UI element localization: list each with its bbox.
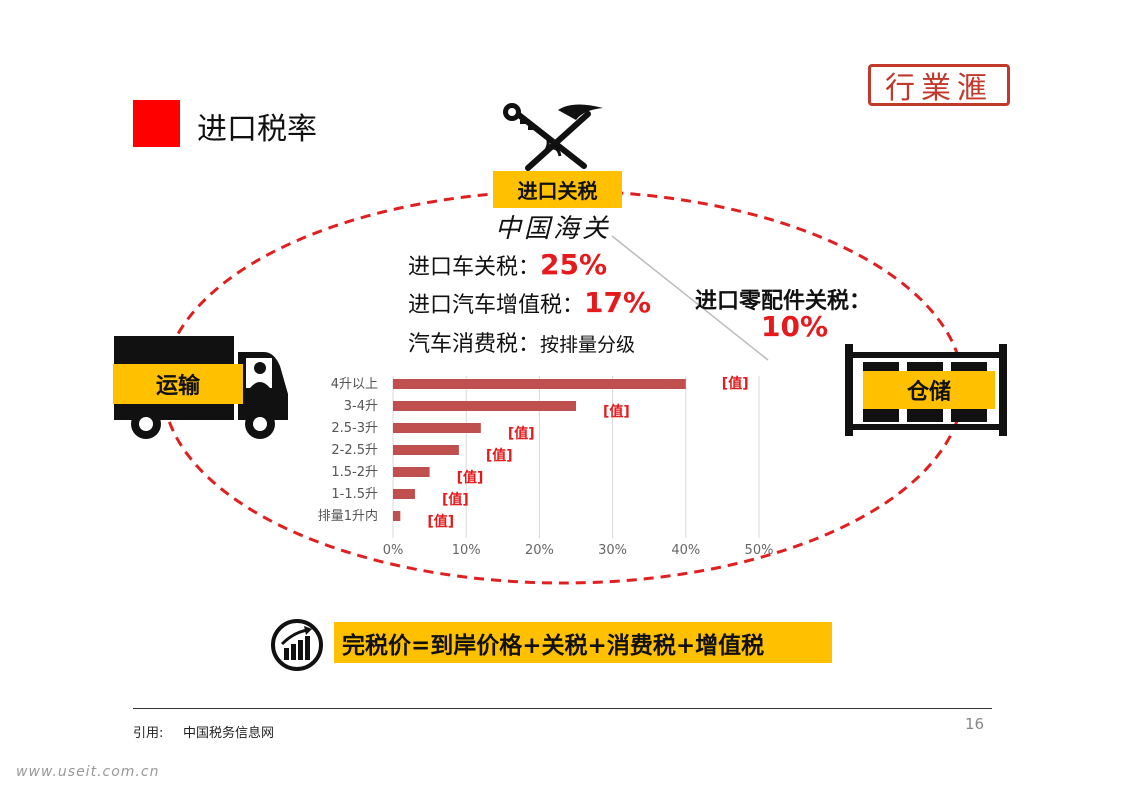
- connector-line: [611, 235, 769, 361]
- page-title: 进口税率: [197, 112, 317, 147]
- citation-label: 引用:: [133, 726, 164, 741]
- watermark: www.useit.com.cn: [16, 764, 160, 780]
- x-tick-label: 40%: [671, 543, 700, 558]
- rate-label: 进口汽车增值税：: [408, 293, 585, 318]
- data-label: [值]: [508, 425, 535, 442]
- transport-label: 运输: [113, 364, 243, 404]
- rate-value: 25%: [540, 248, 608, 281]
- bar: [393, 445, 459, 455]
- x-tick-label: 30%: [598, 543, 627, 558]
- title-marker: [133, 100, 180, 147]
- rate-import-vat: 进口汽车增值税：17%: [408, 286, 651, 319]
- bar: [393, 489, 415, 499]
- customs-subtitle: 中国海关: [495, 214, 612, 244]
- rate-value: 按排量分级: [540, 334, 636, 356]
- displacement-bar-chart: 0% 10% 20% 30% 40% 50% 4升以上 [值] 3-4升 [值] 2.5-3升 [值]…: [318, 375, 774, 558]
- growth-chart-icon: [271, 619, 323, 671]
- rate-value: 17%: [584, 286, 652, 319]
- storage-label: 仓储: [863, 371, 995, 409]
- bar: [393, 511, 401, 521]
- customs-emblem-icon: [503, 103, 603, 171]
- data-label: [值]: [486, 447, 513, 464]
- data-label: [值]: [457, 469, 484, 486]
- page-number: 16: [965, 715, 985, 733]
- bar: [393, 423, 481, 433]
- x-tick-label: 50%: [745, 543, 774, 558]
- x-tick-label: 0%: [383, 543, 404, 558]
- rate-consumption-tax: 汽车消费税：按排量分级: [408, 326, 635, 358]
- parts-tariff-label: 进口零配件关税：: [695, 289, 872, 314]
- category-label: 排量1升内: [318, 508, 378, 524]
- customs-label: 进口关税: [493, 171, 622, 208]
- rate-import-car-tariff: 进口车关税：25%: [408, 248, 607, 281]
- brand-logo: 行業滙: [868, 64, 1010, 106]
- category-label: 4升以上: [331, 377, 378, 392]
- category-label: 2.5-3升: [331, 421, 378, 436]
- parts-tariff-value: 10%: [761, 310, 829, 343]
- x-tick-label: 20%: [525, 543, 554, 558]
- bar: [393, 401, 576, 411]
- rate-label: 进口车关税：: [408, 255, 541, 280]
- x-tick-label: 10%: [452, 543, 481, 558]
- category-label: 3-4升: [344, 399, 378, 414]
- chart-bars: [393, 379, 686, 521]
- data-label: [值]: [722, 375, 749, 392]
- category-label: 2-2.5升: [331, 443, 378, 458]
- chart-labels: 0% 10% 20% 30% 40% 50% 4升以上 [值] 3-4升 [值] 2.5-3升 [值]…: [318, 375, 774, 558]
- category-label: 1-1.5升: [331, 487, 378, 502]
- footer-divider: [133, 708, 992, 709]
- rate-label: 汽车消费税：: [408, 332, 541, 357]
- bar: [393, 379, 686, 389]
- data-label: [值]: [442, 491, 469, 508]
- tax-formula: 完税价=到岸价格+关税+消费税+增值税: [334, 622, 832, 663]
- category-label: 1.5-2升: [331, 465, 378, 480]
- data-label: [值]: [427, 513, 454, 530]
- citation-source: 中国税务信息网: [183, 726, 275, 741]
- bar: [393, 467, 430, 477]
- data-label: [值]: [603, 403, 630, 420]
